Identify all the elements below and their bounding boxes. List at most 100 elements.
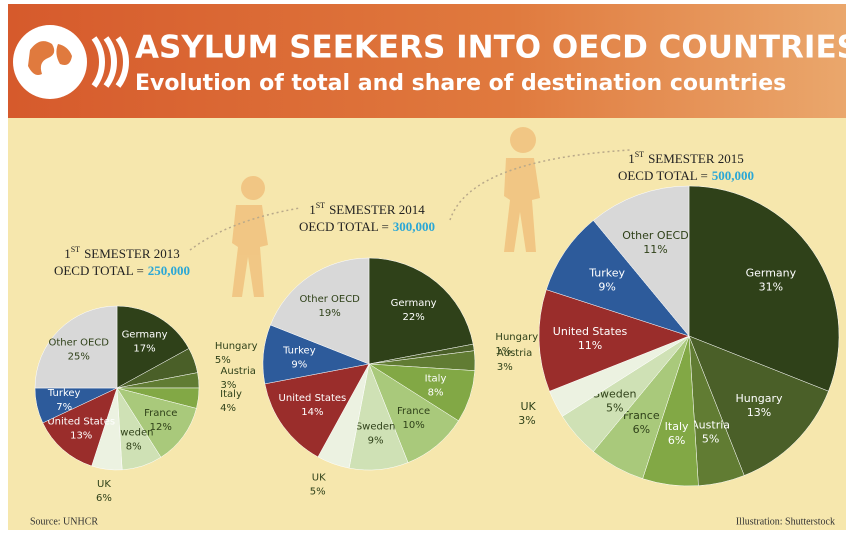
slice-value: 6% — [96, 493, 112, 504]
credit: Illustration: Shutterstock — [736, 516, 835, 527]
total-value: 250,000 — [148, 263, 190, 278]
slice-category: Austria — [691, 419, 730, 432]
period-number: 1 — [628, 151, 635, 166]
period-suffix: ST — [316, 201, 325, 210]
slice-value: 19% — [319, 308, 341, 319]
pie-slice — [546, 220, 690, 337]
slice-value: 3% — [221, 380, 237, 391]
slice-category: UK — [97, 479, 111, 490]
slice-category: France — [397, 406, 430, 417]
slice-category: United States — [47, 417, 115, 428]
slice-category: United States — [279, 393, 347, 404]
slice-value: 3% — [497, 362, 513, 373]
slice-category: United States — [553, 325, 628, 338]
slice-category: Turkey — [588, 266, 625, 279]
slice-value: 17% — [133, 343, 155, 354]
period-number: 1 — [64, 246, 71, 261]
slice-value: 8% — [126, 441, 142, 452]
period-caption: 1ST SEMESTER 2015 — [628, 150, 744, 166]
period-caption: 1ST SEMESTER 2013 — [64, 245, 180, 261]
slice-category: Germany — [746, 266, 797, 279]
slice-category: Italy — [425, 374, 447, 385]
slice-category: Austria — [221, 366, 256, 377]
slice-category: Germany — [122, 329, 168, 340]
source: Source: UNHCR — [30, 516, 98, 527]
slice-category: Italy — [220, 389, 242, 400]
oecd-logo — [13, 25, 129, 99]
slice-value: 22% — [402, 312, 424, 323]
slice-category: Hungary — [736, 392, 783, 405]
total-label: OECD TOTAL = — [299, 219, 389, 234]
slice-value: 1% — [495, 346, 511, 357]
arrows — [189, 149, 631, 251]
slice-value: 7% — [56, 402, 72, 413]
pie-slice — [270, 257, 370, 365]
slice-value: 12% — [150, 422, 172, 433]
slice-category: Other OECD — [49, 338, 110, 349]
slice-category: Other OECD — [622, 229, 689, 242]
pie-slice — [116, 387, 197, 458]
slice-category: Sweden — [356, 422, 396, 433]
slice-category: Sweden — [114, 427, 154, 438]
slice-value: 4% — [220, 403, 236, 414]
total-label: OECD TOTAL = — [618, 168, 708, 183]
slice-value: 3% — [518, 414, 535, 427]
slice-category: Italy — [665, 420, 689, 433]
total-value: 300,000 — [393, 219, 435, 234]
total-caption: OECD TOTAL = 300,000 — [299, 219, 435, 234]
pie-slice — [264, 363, 370, 458]
walkers — [232, 127, 540, 297]
pie-slice — [538, 289, 690, 392]
slice-category: UK — [312, 472, 326, 483]
pie-slice — [688, 185, 840, 392]
slice-value: 31% — [759, 280, 783, 293]
period: SEMESTER 2014 — [329, 202, 425, 217]
pie-slice — [593, 185, 690, 337]
slice-value: 10% — [402, 420, 424, 431]
slice-category: UK — [520, 400, 536, 413]
slice-category: Other OECD — [299, 294, 360, 305]
period-number: 1 — [309, 202, 316, 217]
total-value: 500,000 — [712, 168, 754, 183]
slice-category: Turkey — [282, 345, 316, 356]
subtitle: Evolution of total and share of destinat… — [135, 71, 786, 96]
slice-value: 11% — [578, 339, 602, 352]
slice-value: 5% — [215, 355, 231, 366]
pie-slice — [688, 335, 829, 476]
header-band — [8, 4, 846, 118]
period: SEMESTER 2015 — [648, 151, 744, 166]
slice-value: 14% — [301, 407, 323, 418]
pie-slice — [42, 387, 118, 467]
slice-value: 6% — [633, 423, 650, 436]
slice-category: Hungary — [215, 341, 258, 352]
slice-value: 8% — [428, 388, 444, 399]
total-caption: OECD TOTAL = 250,000 — [54, 263, 190, 278]
slice-category: Turkey — [47, 388, 81, 399]
slice-value: 9% — [291, 359, 307, 370]
title: ASYLUM SEEKERS INTO OECD COUNTRIES — [135, 30, 849, 66]
slice-value: 5% — [310, 486, 326, 497]
slice-value: 11% — [643, 243, 667, 256]
slice-value: 9% — [598, 280, 615, 293]
period-suffix: ST — [71, 245, 80, 254]
slice-category: Sweden — [593, 387, 636, 400]
slice-category: Germany — [391, 298, 437, 309]
slice-value: 9% — [368, 436, 384, 447]
pie-slice — [368, 257, 474, 365]
slice-value: 5% — [702, 433, 719, 446]
period: SEMESTER 2013 — [84, 246, 180, 261]
slice-value: 6% — [668, 434, 685, 447]
slice-value: 13% — [70, 431, 92, 442]
slice-category: Hungary — [495, 332, 538, 343]
pie-slice — [116, 305, 190, 389]
total-caption: OECD TOTAL = 500,000 — [618, 168, 754, 183]
slice-category: France — [144, 408, 177, 419]
pie-slice — [34, 305, 118, 389]
slice-value: 25% — [68, 352, 90, 363]
slice-category: Austria — [497, 348, 532, 359]
total-label: OECD TOTAL = — [54, 263, 144, 278]
period-suffix: ST — [635, 150, 644, 159]
slice-category: France — [623, 409, 660, 422]
